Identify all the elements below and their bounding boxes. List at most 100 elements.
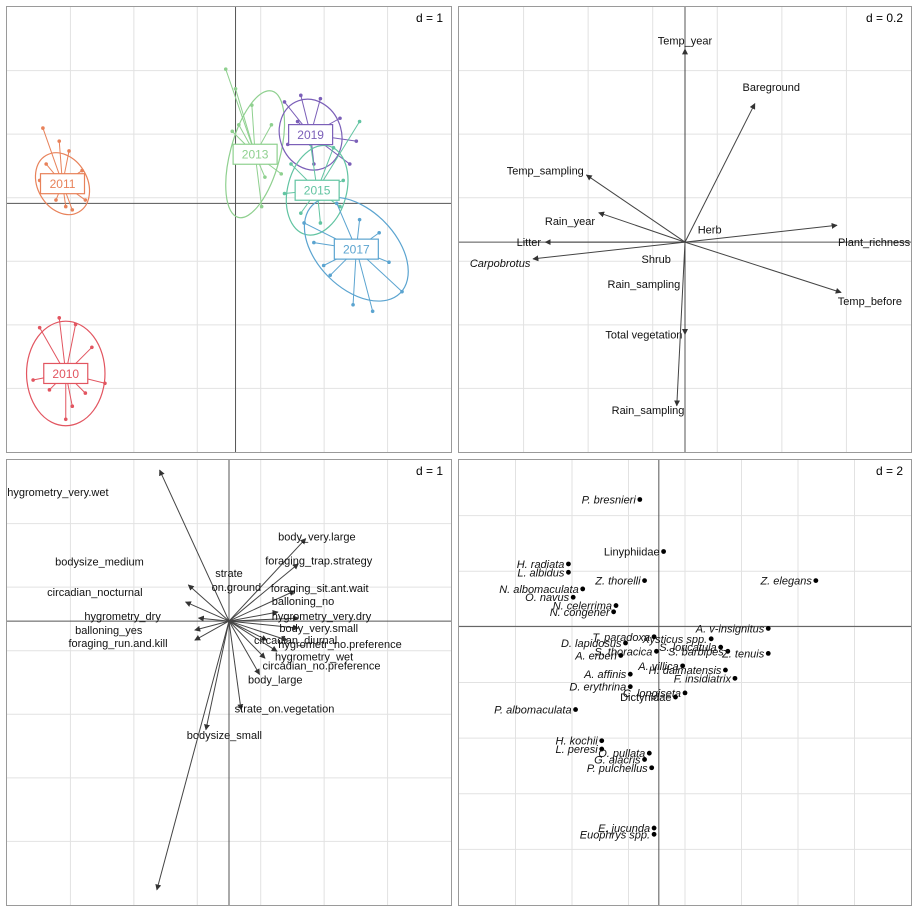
arrow-label: Rain_year [545,216,595,228]
point-2015 [318,221,323,225]
species-point [570,594,576,600]
arrow-hygrometr-no-preference [228,620,288,642]
arrow-label: circadian_nocturnal [47,587,142,599]
point-2015 [299,211,303,215]
point-2015 [282,191,287,196]
species-point [651,634,657,640]
panel-species: P. bresnieri Linyphiidae H. radiata L. albi… [458,459,912,906]
point-2017 [387,260,391,265]
arrow-label: hygrometry_very.dry [272,611,372,623]
species-point [566,561,571,567]
species-point [649,765,655,771]
scale-label: d = 1 [413,11,445,25]
point-2019 [318,96,323,101]
group-label-2013: 2013 [242,148,269,162]
species-label: L. peresi [556,744,599,756]
group-label-box [43,362,89,385]
trait-categories-plot: hygrometry_very.wet body_very.largebodysi… [7,460,451,905]
species-label: Z. elegans [759,576,812,588]
species-label: C. longiseta [623,688,681,700]
point-2017 [377,230,381,235]
arrow-circadian-nocturnal [184,601,230,622]
point-2017 [302,221,306,225]
arrow-circadian-no-preference [228,620,266,659]
species-point [618,653,624,658]
point-2019 [338,116,342,121]
scale-label: d = 0.2 [863,11,905,25]
group-label-2017: 2017 [343,243,370,257]
species-label: P. pulchellus [587,763,648,775]
arrow-foraging-sit-ant-wait [228,590,296,622]
arrow-plant-richness [684,222,838,243]
species-point [642,578,647,584]
species-label: A. v-insignitus [695,623,765,635]
species-point [765,650,771,656]
point-2017 [351,302,355,307]
species-label: F. insidiatrix [674,673,732,685]
arrow-temp-before [684,241,842,294]
species-point [627,671,633,677]
arrow-label: Plant_richness [838,237,911,249]
arrow-label: Rain_sampling [612,405,685,417]
species-label: S. loricatula [659,642,716,654]
ellipse-2013 [225,90,286,219]
environmental-variables-plot: Temp_year Bareground Temp_sampling Rain_yea… [459,7,911,452]
arrow-label: bodysize_small [187,730,262,742]
point-2017 [321,263,326,268]
species-label: Xysticus spp. [641,634,707,646]
arrow-label: foraging_run.and.kill [68,638,167,650]
group-label-2019: 2019 [297,128,324,142]
arrow-label: Temp_before [838,296,902,308]
species-point [813,578,819,584]
point-2013 [259,204,264,209]
arrow-balloning-yes [194,620,230,632]
arrow-temp-sampling [585,174,686,243]
arrow-foraging-trap-strategy [228,563,299,622]
ellipse-2011 [34,152,91,216]
species-point [642,757,647,762]
species-point [682,690,688,696]
arrow-label: body_very.large [278,532,355,544]
species-point [718,644,724,650]
species-label: O. pullata [598,748,645,760]
species-label: H. radiata [517,559,565,571]
species-point [646,750,652,756]
point-2011 [54,198,58,202]
species-label: A. affinis [583,669,627,681]
point-2013 [230,129,235,134]
species-point [623,640,628,646]
arrow-bodysize-small [204,620,230,731]
point-2010 [83,391,88,395]
species-point [680,663,686,669]
species-label: A. villica [637,661,678,673]
arrow-foraging-run-and-kill [194,620,230,641]
point-2019 [299,93,303,98]
point-2015 [357,119,362,124]
point-2010 [103,381,107,386]
arrow-body-very-large [228,538,307,622]
point-2011 [41,126,45,130]
scale-label: d = 1 [413,464,445,478]
arrow-label: on.ground [212,582,262,594]
group-label-box [39,173,86,195]
point-2010 [70,404,75,408]
ellipse-2017 [303,196,409,302]
point-2013 [223,67,228,71]
point-2010 [31,378,35,382]
species-label: Z. thorelli [594,576,641,588]
point-2011 [83,198,88,202]
group-label-box [288,124,334,146]
group-label-box [232,143,278,165]
arrow-bareground [684,103,756,243]
arrow-label: hygrometry_very.wet [7,487,108,499]
arrow-rain-year [598,211,686,243]
arrow-circadian-diurnal [228,620,268,641]
point-2017 [370,309,375,314]
species-point [651,825,657,831]
species-point [732,675,738,681]
group-label-box [333,238,379,260]
species-point [599,738,605,744]
group-label-2011: 2011 [50,177,76,191]
species-label: N. congener [550,607,611,619]
